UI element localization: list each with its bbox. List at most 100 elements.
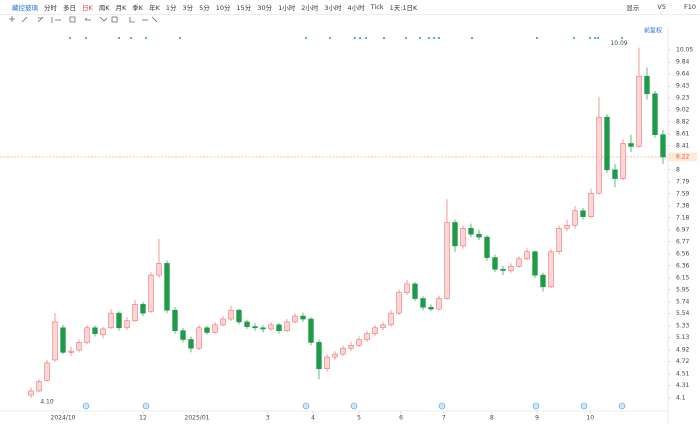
period-tab[interactable]: 分时 (44, 4, 57, 12)
candle-body (332, 353, 338, 358)
candle-body (428, 307, 434, 310)
x-tick-label: 6 (399, 415, 403, 422)
candle-body (620, 143, 626, 179)
candle-body (356, 339, 362, 346)
candle-body (420, 298, 426, 308)
period-tab[interactable]: 3分 (182, 4, 194, 12)
y-tick-label: 5.33 (676, 323, 690, 330)
y-tick-label: 6.97 (676, 227, 690, 234)
period-tab[interactable]: 30分 (257, 4, 273, 12)
period-tab[interactable]: 1分 (165, 4, 177, 12)
candle-body (564, 225, 570, 229)
candle-body (140, 304, 146, 314)
event-dots (69, 37, 623, 39)
candle-body (364, 333, 370, 340)
candle-body (484, 236, 490, 258)
candle-body (556, 228, 562, 253)
candle-body (68, 350, 74, 353)
candle-body (444, 222, 450, 299)
x-tick-label: 9 (535, 415, 539, 422)
period-tab[interactable]: 15分 (236, 4, 252, 12)
period-tab[interactable]: 日K (82, 4, 93, 12)
candle-body (628, 143, 634, 147)
candle-body (340, 347, 346, 355)
period-tab[interactable]: Tick (370, 3, 384, 11)
period-tab[interactable]: 5分 (199, 4, 210, 12)
candle-body (164, 263, 170, 311)
x-tick-label: 4 (311, 415, 315, 422)
period-tab[interactable]: 年K (149, 4, 160, 12)
candle-body (100, 328, 106, 336)
y-tick-label: 7.38 (676, 203, 690, 210)
period-tab[interactable]: 2小时 (301, 4, 319, 12)
candle-body (476, 233, 482, 238)
toolbar-button[interactable]: F10 (683, 3, 696, 11)
y-tick-label: 5.95 (676, 286, 690, 293)
period-tab[interactable]: 月K (115, 4, 127, 12)
candle-body (500, 268, 506, 271)
period-tab[interactable]: 多日 (63, 4, 76, 12)
candle-body (572, 210, 578, 226)
period-tab[interactable]: 1小时 (278, 4, 296, 12)
last-price-box (669, 152, 697, 162)
candle-body (44, 362, 50, 381)
y-tick-label: 9.23 (676, 94, 690, 101)
x-tick-label: 2025/01 (185, 415, 210, 422)
period-tab[interactable]: 1天:1日K (389, 4, 418, 12)
candle-body (604, 116, 610, 171)
candle-body (172, 309, 178, 332)
candle-body (92, 327, 98, 334)
symbol[interactable]: 藏控玻璃 (12, 4, 38, 12)
candle-body (524, 251, 530, 260)
toolbar: 藏控玻璃 分时 多日 日K 周K 月K 季K 年K 1分 3分 5分 10分 15分 30分 1小时 2小时… (0, 0, 700, 15)
candle-body (116, 312, 122, 329)
period-tab[interactable]: 10分 (215, 4, 231, 12)
candle-body (196, 327, 202, 349)
y-tick-label: 5.13 (676, 334, 690, 341)
candle-body (324, 356, 330, 370)
low-label: 4.10 (40, 398, 54, 405)
candle-body (652, 93, 658, 136)
adjust-mode[interactable]: 前复权 (644, 27, 662, 35)
candle-body (156, 263, 162, 276)
candle-body (532, 251, 538, 276)
x-tick-label: 5 (357, 415, 361, 422)
y-tick-label: 6.56 (676, 251, 690, 258)
period-tab[interactable]: 季K (132, 4, 144, 12)
y-tick-label: 9.84 (676, 59, 690, 66)
candle-body (596, 116, 602, 194)
candle-body (412, 283, 418, 299)
high-label: 10.09 (610, 40, 627, 47)
candle-body (660, 134, 666, 158)
y-tick-label: 8.61 (676, 131, 690, 138)
x-tick-label: 2024/10 (51, 415, 76, 422)
candle-body (292, 315, 298, 323)
candle-body (244, 321, 250, 327)
candle-body (380, 324, 386, 329)
period-tab[interactable]: 3小时 (324, 4, 342, 12)
candle-body (188, 339, 194, 349)
y-tick-label: 8 (676, 166, 680, 173)
period-tab[interactable]: 4小时 (347, 4, 365, 12)
y-tick-label: 4.31 (676, 382, 690, 389)
candle-body (308, 318, 314, 343)
candle-body (228, 309, 234, 320)
y-tick-label: 8.82 (676, 118, 690, 125)
y-tick-label: 9.64 (676, 70, 690, 77)
period-tab[interactable]: 周K (98, 4, 110, 12)
toolbar-button[interactable]: 显示 (626, 4, 640, 12)
toolbar-button[interactable]: V5 (657, 3, 666, 11)
y-tick-label: 6.36 (676, 262, 690, 269)
x-tick-label: 7 (442, 415, 446, 422)
candle-body (372, 327, 378, 334)
x-tick-label: 3 (266, 415, 270, 422)
toolbar-right: 显示 V5 F10 (608, 0, 696, 14)
candle-body (236, 309, 242, 323)
candle-body (52, 321, 58, 361)
y-tick-label: 4.51 (676, 370, 690, 377)
y-tick-label: 7.18 (676, 214, 690, 221)
candle-body (492, 257, 498, 270)
candle-body (84, 327, 90, 343)
candle-body (60, 327, 66, 353)
candle-body (148, 274, 154, 312)
